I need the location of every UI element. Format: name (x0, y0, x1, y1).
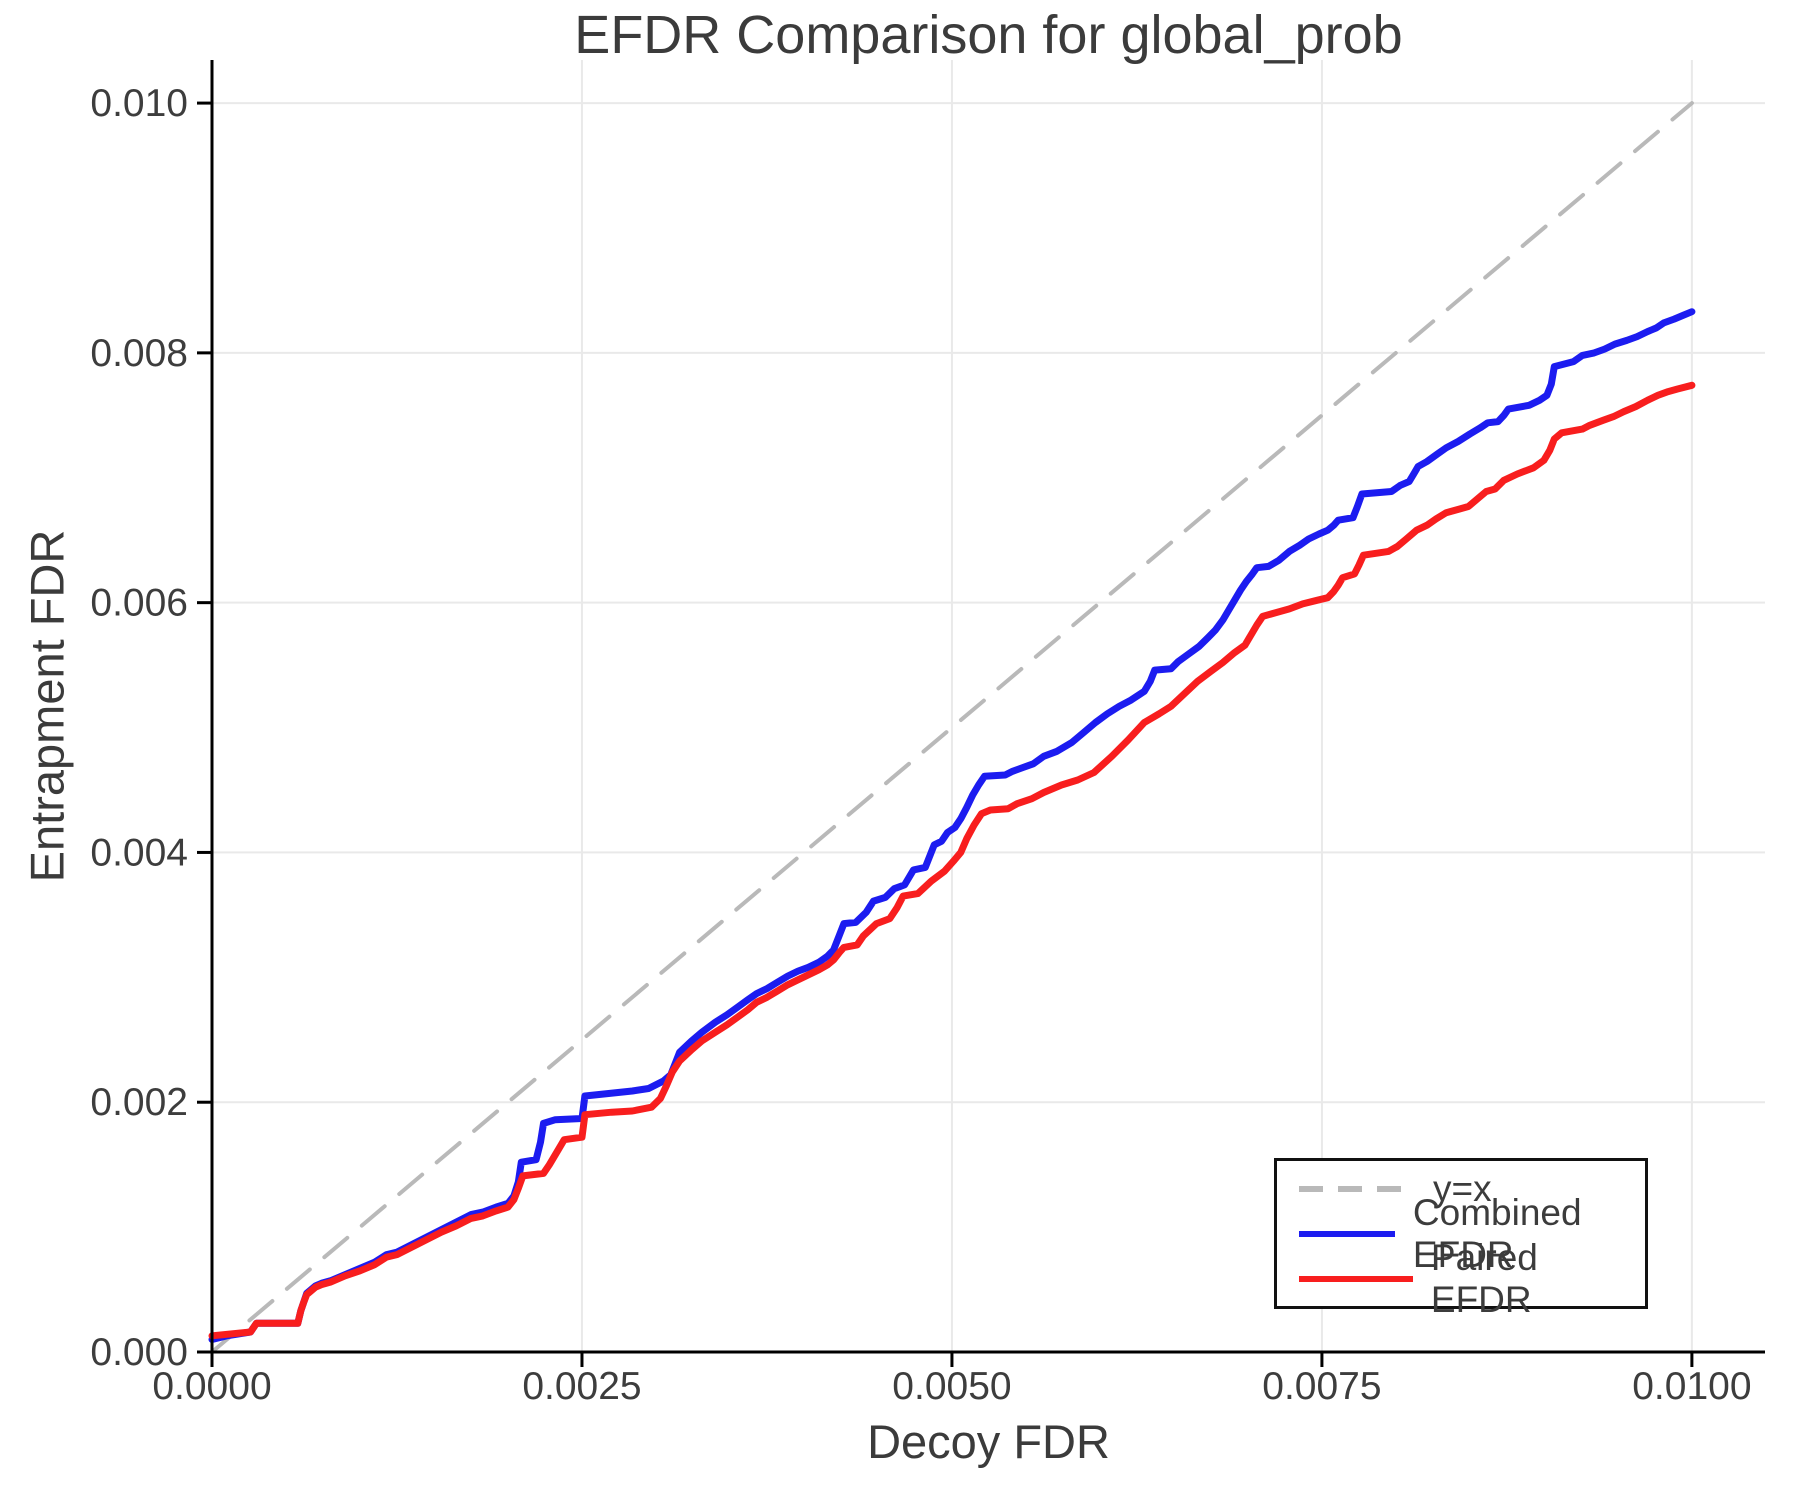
legend-swatch-solid-line (1299, 1230, 1395, 1237)
y-tick-label: 0.004 (90, 831, 188, 874)
x-tick-label: 0.0050 (892, 1365, 1011, 1408)
x-axis-title: Decoy FDR (867, 1415, 1110, 1468)
legend-item-y-x: y=x (1297, 1168, 1645, 1210)
x-tick-label: 0.0100 (1632, 1365, 1751, 1408)
chart-title: EFDR Comparison for global_prob (574, 5, 1403, 65)
series-line-paired-efdr (208, 381, 1696, 1340)
series-line-y-x (210, 101, 1694, 1354)
x-tick-label: 0.0000 (152, 1365, 271, 1408)
x-tick-label: 0.0025 (522, 1365, 641, 1408)
y-tick-label: 0.002 (90, 1081, 188, 1124)
x-tick-label: 0.0075 (1262, 1365, 1381, 1408)
legend-swatch-solid-line (1299, 1275, 1413, 1282)
y-tick-label: 0.010 (90, 82, 188, 125)
legend: y=x Combined EFDR Paired EFDR (1274, 1158, 1648, 1320)
legend-swatch-dashed-line (1299, 1185, 1413, 1192)
y-tick-label: 0.006 (90, 582, 188, 625)
legend-label: Paired EFDR (1430, 1236, 1538, 1320)
y-tick-label: 0.008 (90, 332, 188, 375)
legend-label: y=x (1433, 1167, 1492, 1209)
legend-item-paired-efdr: Paired EFDR (1297, 1237, 1645, 1320)
legend-label: Combined EFDR (1412, 1191, 1582, 1275)
legend-item-combined-efdr: Combined EFDR (1297, 1192, 1645, 1275)
y-tick-label: 0.000 (90, 1331, 188, 1374)
y-axis-title: Entrapment FDR (20, 529, 74, 883)
